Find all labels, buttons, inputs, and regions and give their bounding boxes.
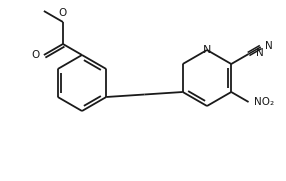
Text: O: O — [59, 8, 67, 18]
Text: N: N — [203, 45, 211, 55]
Text: NO₂: NO₂ — [254, 97, 274, 107]
Text: O: O — [32, 50, 40, 60]
Text: N: N — [256, 48, 263, 58]
Text: N: N — [265, 41, 273, 51]
